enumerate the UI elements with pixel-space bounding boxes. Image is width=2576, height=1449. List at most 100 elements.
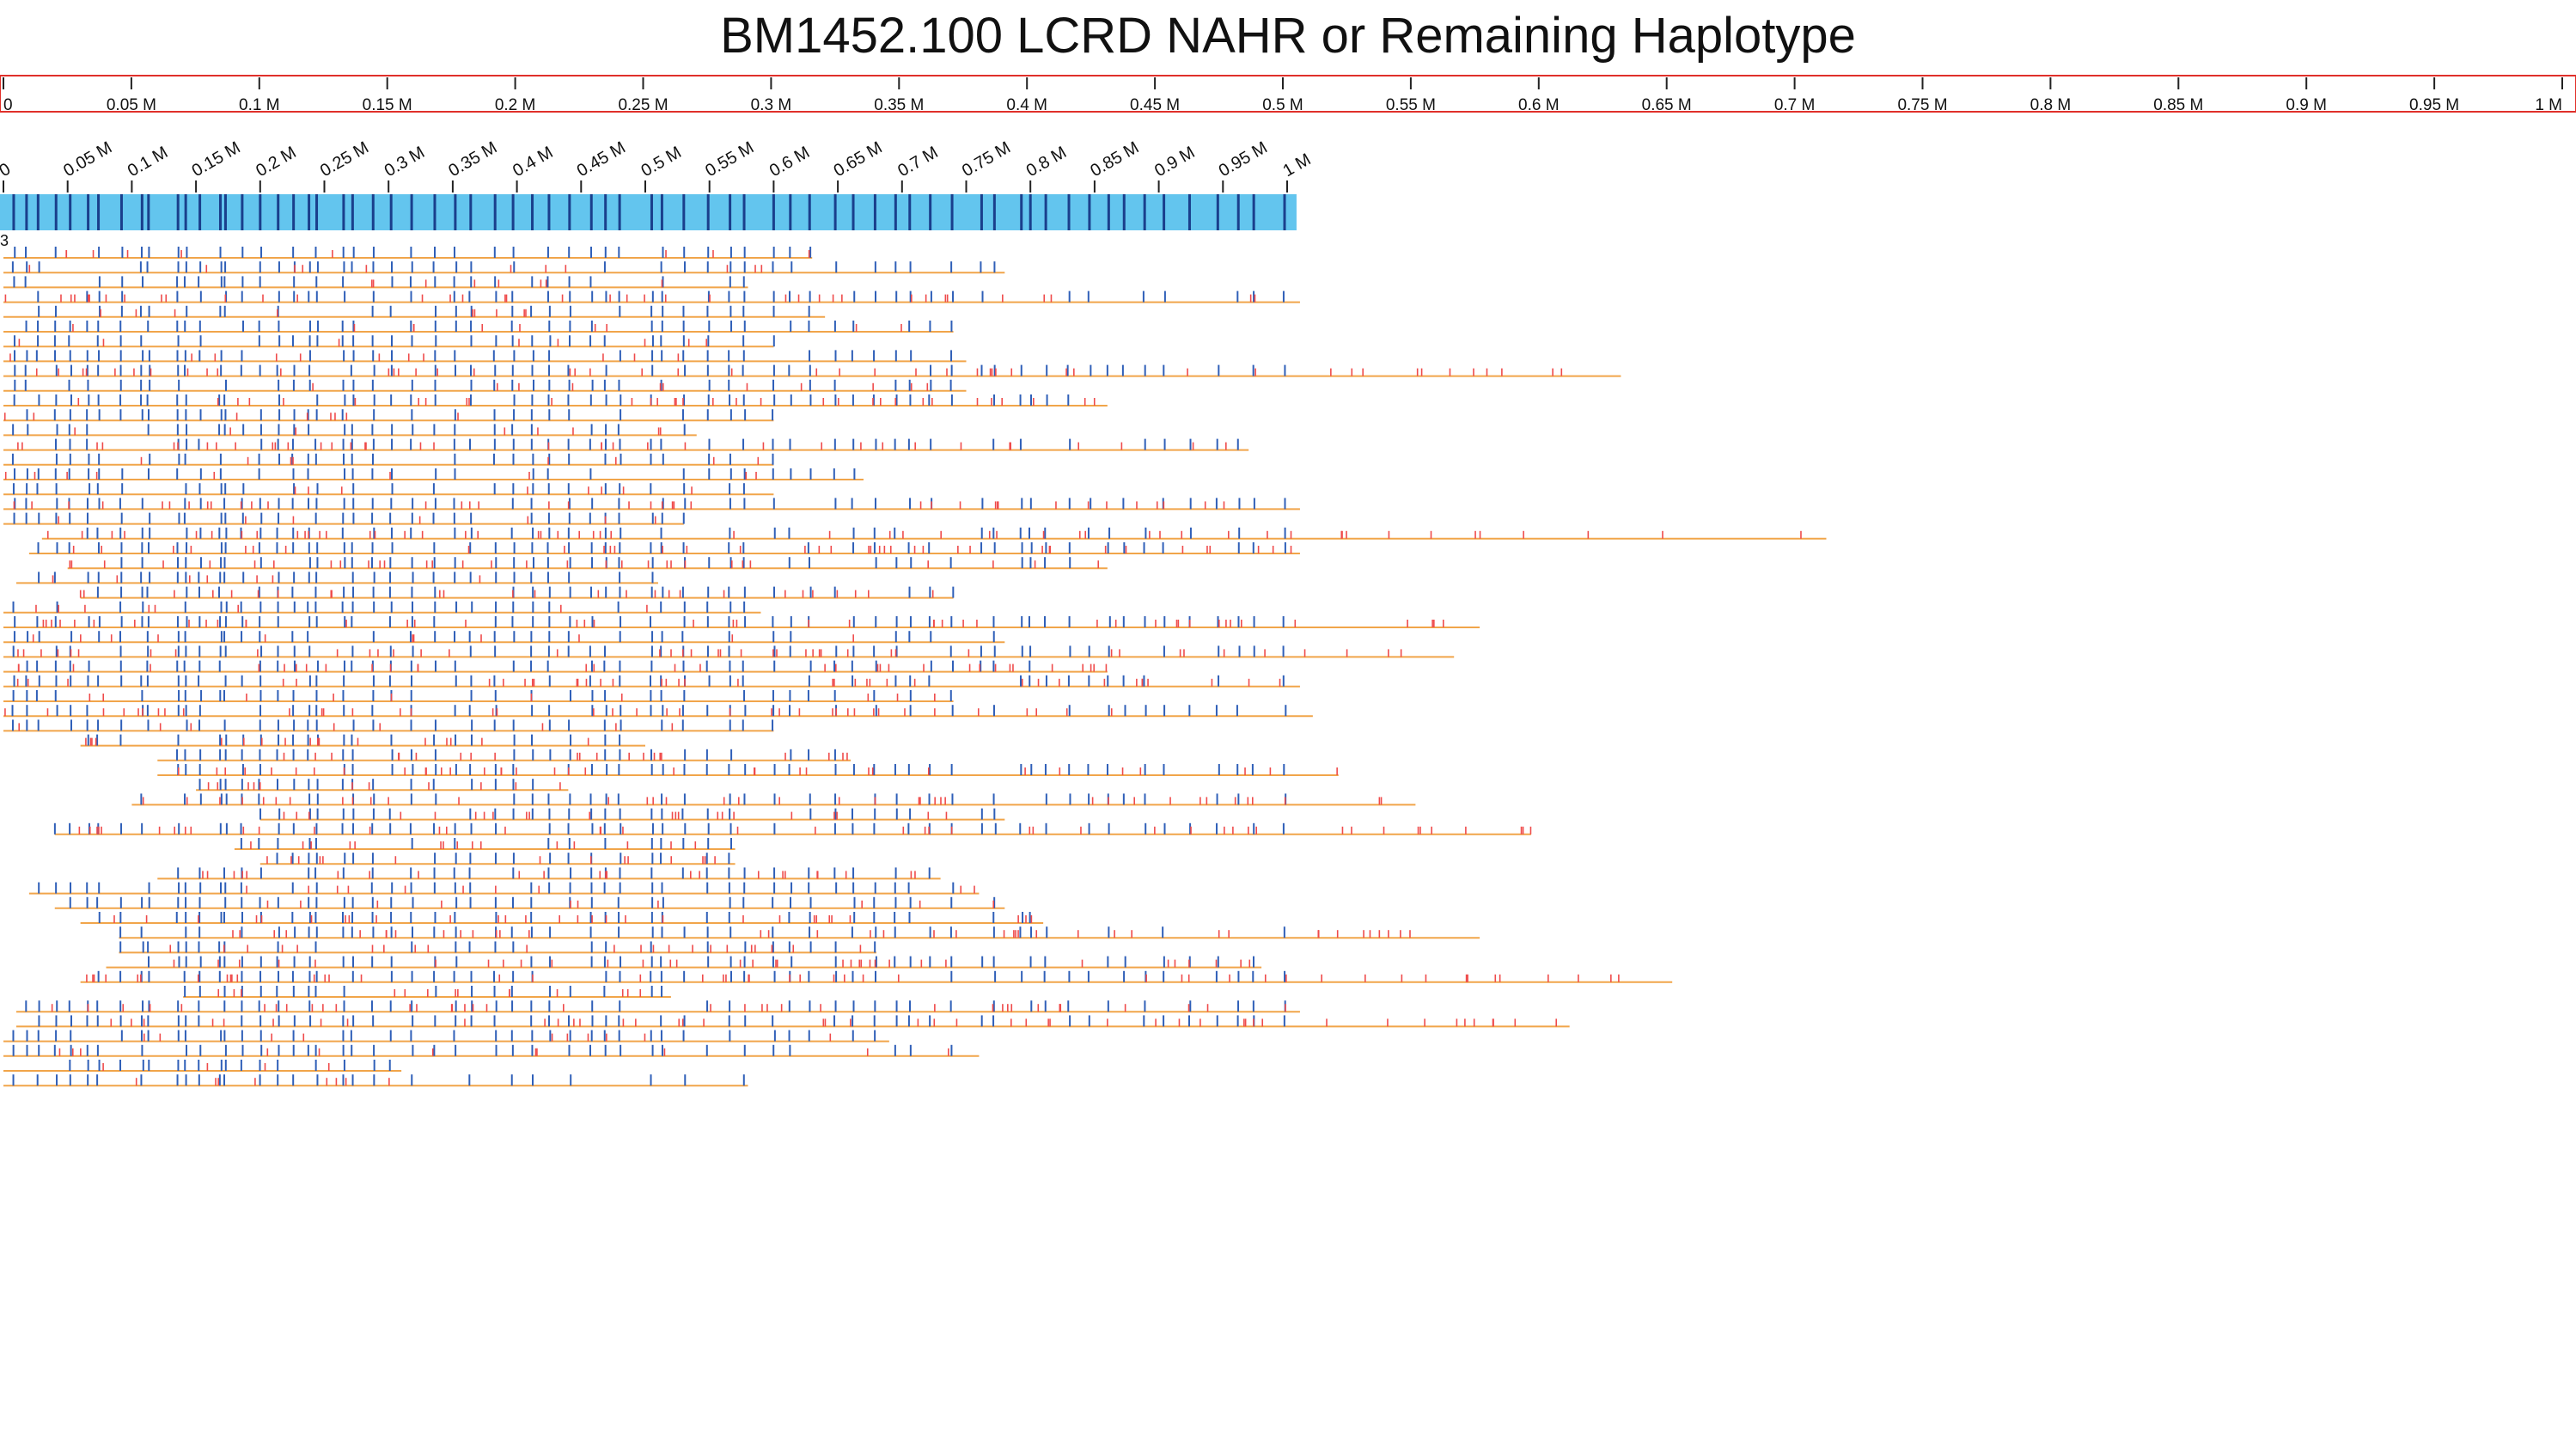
contig-label-site — [184, 194, 187, 230]
contig-label-site — [1283, 194, 1286, 230]
contig-label-site — [119, 194, 123, 230]
molecule-row — [3, 364, 1621, 377]
molecule-row — [157, 764, 1339, 776]
contig-label-site — [292, 194, 296, 230]
contig-label-site — [87, 194, 90, 230]
contig-label-site — [493, 194, 497, 230]
molecule-row — [259, 808, 1005, 821]
contig-tick-label: 0.7 M — [894, 143, 941, 180]
molecule-row — [3, 247, 813, 259]
plot-title: BM1452.100 LCRD NAHR or Remaining Haplot… — [720, 8, 1856, 64]
molecule-row — [3, 601, 761, 614]
contig-tick-label: 0.45 M — [574, 138, 629, 181]
contig-label-site — [12, 194, 15, 230]
contig-tick-label: 0 — [0, 160, 14, 181]
contig-label-site — [147, 194, 150, 230]
ruler-tick-label: 0.85 M — [2153, 96, 2203, 114]
molecule-row — [131, 793, 1416, 806]
ruler-tick-label: 0.4 M — [1006, 96, 1047, 114]
contig-label-site — [531, 194, 534, 230]
molecule-row — [3, 276, 748, 289]
contig-label-site — [1088, 194, 1091, 230]
ruler-tick-label: 0.65 M — [1642, 96, 1692, 114]
contig-label-site — [371, 194, 375, 230]
ruler-tick-label: 0.2 M — [495, 96, 536, 114]
contig-label-site — [682, 194, 686, 230]
contig-label-site — [308, 194, 311, 230]
molecule-row — [3, 719, 774, 732]
contig-label-site — [589, 194, 593, 230]
molecule-row — [3, 1060, 402, 1072]
contig-label-site — [223, 194, 227, 230]
contig-tick-label: 0.75 M — [959, 138, 1014, 181]
contig-tick-label: 0.25 M — [317, 138, 372, 181]
contig-label-site — [259, 194, 262, 230]
contig-label-site — [1187, 194, 1191, 230]
contig-label-site — [1122, 194, 1126, 230]
molecule-row — [3, 394, 1108, 407]
contig-label-site — [992, 194, 996, 230]
molecule-row — [3, 424, 697, 437]
contig-tick-label: 0.1 M — [125, 143, 171, 180]
reference-ruler-ticks: 0 0.05 M 0.1 M 0.15 M 0.2 M 0.25 M 0.3 M 0.35 M… — [3, 77, 2563, 114]
contig-label-site — [241, 194, 244, 230]
ruler-tick-label: 0.6 M — [1518, 96, 1560, 114]
ruler-tick-label: 0.5 M — [1262, 96, 1303, 114]
molecule-row — [80, 970, 1673, 983]
contig-label-site — [789, 194, 792, 230]
molecule-row — [234, 838, 736, 850]
molecule-row — [28, 542, 1300, 554]
contig-label-site — [1107, 194, 1110, 230]
contig-label-site — [772, 194, 775, 230]
contig-label-site — [604, 194, 607, 230]
molecule-row — [3, 261, 1005, 274]
molecule-row — [3, 660, 1108, 673]
contig-label-site — [547, 194, 551, 230]
aligned-molecules — [3, 247, 1827, 1087]
contig-label-site — [97, 194, 101, 230]
molecule-row — [3, 321, 954, 333]
contig-label-site — [1044, 194, 1047, 230]
contig-tick-label: 0.85 M — [1087, 138, 1142, 181]
contig-label-site — [660, 194, 663, 230]
molecule-row — [3, 498, 1300, 511]
contig-label-site — [873, 194, 876, 230]
molecule-row — [3, 645, 1455, 658]
contig-label-site — [1067, 194, 1071, 230]
contig-label-site — [469, 194, 473, 230]
contig-tick-label: 0.15 M — [189, 138, 244, 181]
contig-label-sites — [12, 194, 1286, 230]
molecule-row — [3, 690, 954, 702]
molecule-row — [3, 1074, 748, 1087]
contig-label-site — [852, 194, 855, 230]
contig-tick-label: 0.65 M — [831, 138, 886, 181]
contig-label-site — [54, 194, 58, 230]
contig-label-site — [950, 194, 954, 230]
contig-tick-label: 0.9 M — [1151, 143, 1198, 180]
molecule-row — [3, 705, 1313, 718]
contig-label-site — [433, 194, 436, 230]
molecule-row — [53, 822, 1532, 835]
contig-label-site — [1143, 194, 1146, 230]
contig-label-site — [929, 194, 932, 230]
contig-tick-label: 0.8 M — [1023, 143, 1070, 180]
molecule-row — [106, 956, 1262, 969]
ruler-tick-label: 0.7 M — [1774, 96, 1816, 114]
contig-label-site — [706, 194, 710, 230]
ruler-tick-label: 0.55 M — [1386, 96, 1436, 114]
contig-tick-label: 0.95 M — [1216, 138, 1271, 181]
contig-label-site — [410, 194, 413, 230]
molecule-row — [3, 631, 1005, 644]
contig-tick-label: 0.35 M — [445, 138, 500, 181]
molecule-row — [3, 290, 1300, 303]
molecule-row — [3, 483, 774, 496]
ruler-tick-label: 0.95 M — [2409, 96, 2459, 114]
contig-label-site — [908, 194, 912, 230]
molecule-row — [119, 941, 876, 954]
molecule-row — [196, 779, 569, 792]
contig-label-site — [894, 194, 897, 230]
ruler-tick-label: 0.25 M — [618, 96, 668, 114]
ruler-tick-label: 0.45 M — [1130, 96, 1180, 114]
contig-label-site — [277, 194, 280, 230]
